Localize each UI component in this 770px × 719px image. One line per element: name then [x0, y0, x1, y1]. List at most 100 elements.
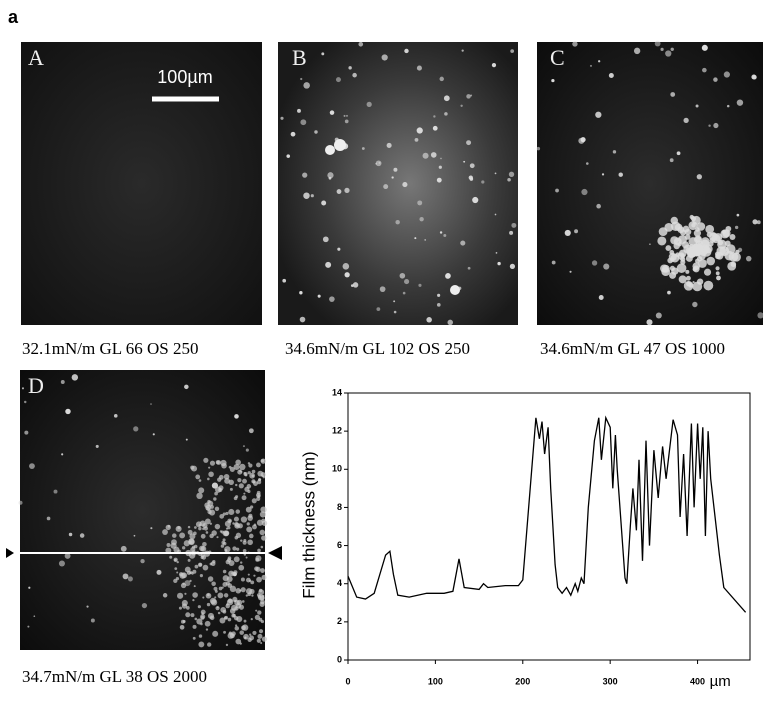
speck	[395, 219, 400, 225]
speck	[751, 74, 757, 80]
aggregate	[231, 604, 238, 611]
aggregate	[250, 618, 253, 621]
speck	[393, 167, 398, 172]
speck	[358, 41, 364, 47]
speck	[745, 255, 752, 262]
speck	[432, 125, 438, 131]
aggregate	[676, 263, 687, 273]
aggregate	[703, 268, 712, 276]
aggregate	[667, 257, 674, 264]
speck	[325, 145, 335, 155]
speck	[280, 116, 284, 120]
speck	[64, 552, 71, 559]
speck	[481, 180, 485, 184]
speck	[317, 294, 321, 298]
speck	[424, 239, 427, 241]
aggregate	[200, 553, 205, 558]
aggregate	[173, 558, 177, 562]
aggregate	[236, 615, 243, 623]
speck	[660, 47, 664, 51]
aggregate	[176, 571, 179, 574]
aggregate	[213, 497, 217, 501]
aggregate	[240, 561, 243, 564]
aggregate	[730, 261, 737, 267]
aggregate	[210, 561, 216, 567]
aggregate	[214, 523, 221, 530]
aggregate	[724, 250, 735, 261]
x-tick-label: 0	[345, 676, 350, 686]
aggregate	[255, 557, 260, 562]
aggregate	[256, 496, 261, 501]
aggregate	[235, 532, 242, 538]
aggregate	[680, 259, 686, 265]
aggregate	[239, 589, 242, 592]
speckles	[18, 40, 764, 648]
aggregate	[235, 509, 240, 514]
aggregate	[669, 250, 675, 255]
speck	[303, 82, 310, 89]
speck	[120, 545, 127, 552]
speck	[344, 119, 349, 124]
y-tick-label: 12	[332, 426, 342, 436]
speck	[329, 296, 335, 302]
speck	[348, 66, 352, 70]
aggregate	[243, 492, 246, 495]
speck	[53, 489, 58, 494]
speck	[71, 374, 79, 381]
aggregate	[247, 462, 251, 465]
y-axis-title: Film thickness (nm)	[299, 451, 318, 598]
aggregate	[198, 634, 203, 638]
aggregate	[197, 605, 201, 609]
aggregate	[684, 228, 692, 236]
speck	[86, 605, 89, 608]
aggregate	[250, 505, 254, 509]
aggregate	[686, 275, 691, 281]
speck	[551, 78, 555, 83]
aggregate	[223, 530, 230, 537]
aggregate	[238, 564, 245, 571]
aggregate	[193, 585, 196, 588]
aggregate	[242, 540, 247, 545]
speck	[328, 176, 332, 180]
aggregate	[685, 255, 693, 262]
aggregate	[260, 619, 265, 624]
speck	[443, 233, 447, 237]
speck	[736, 213, 740, 217]
speck	[282, 278, 287, 283]
speck	[325, 261, 332, 268]
aggregate	[262, 594, 265, 597]
aggregate	[660, 264, 669, 273]
aggregate	[711, 234, 721, 244]
aggregate	[669, 271, 677, 279]
aggregate	[703, 280, 714, 291]
aggregate	[222, 581, 228, 587]
speck	[569, 270, 572, 273]
speck	[184, 384, 189, 390]
aggregate	[212, 630, 219, 637]
aggregate	[238, 483, 244, 489]
panel-letter: A	[28, 45, 44, 70]
x-tick-label: 100	[428, 676, 443, 686]
aggregate	[252, 630, 257, 636]
aggregate	[213, 586, 218, 591]
speck	[450, 285, 460, 295]
speck	[90, 618, 95, 623]
speck	[310, 194, 314, 198]
aggregate	[249, 588, 255, 595]
aggregate	[247, 471, 251, 475]
aggregate	[214, 596, 217, 599]
speck	[472, 196, 479, 204]
speck	[18, 500, 23, 505]
aggregate	[259, 601, 265, 607]
aggregate	[189, 579, 192, 583]
speck	[460, 104, 463, 107]
aggregate	[235, 603, 242, 609]
speck	[470, 94, 473, 97]
speck	[598, 60, 601, 63]
speck	[603, 263, 610, 270]
speck	[736, 99, 744, 106]
aggregate	[251, 498, 257, 504]
speck	[581, 188, 588, 196]
aggregate	[243, 471, 248, 477]
